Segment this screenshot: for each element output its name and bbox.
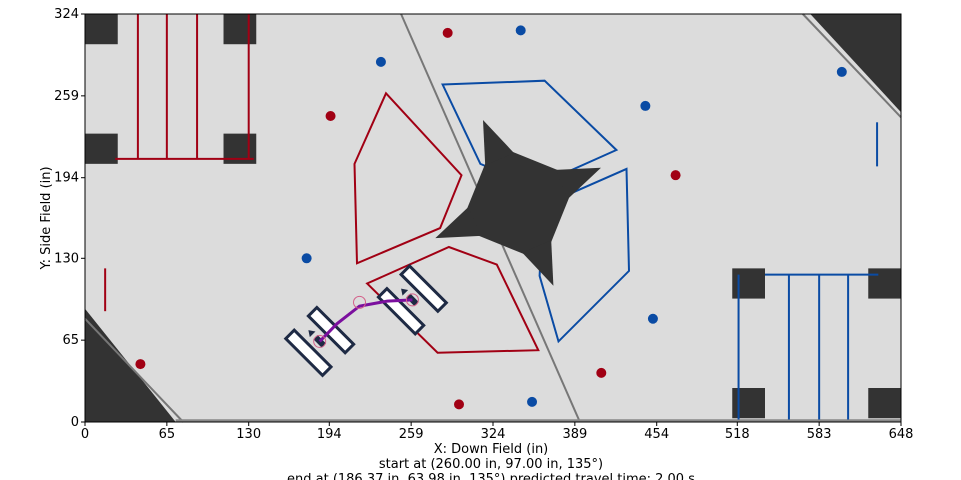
path-waypoint-1	[353, 295, 367, 309]
blue-ball-3	[527, 396, 538, 407]
x-axis-label: X: Down Field (in)	[434, 442, 549, 457]
robot-end-pose-bumper-a	[283, 327, 334, 378]
y-tick-label-0: 0	[71, 415, 79, 430]
red-ball-3	[442, 27, 453, 38]
x-tick-label-8: 518	[725, 427, 750, 442]
corner-ramp-bottom-left	[85, 308, 176, 422]
robot-start-pose-heading	[401, 288, 409, 296]
y-tick-label-1: 65	[62, 333, 79, 348]
blue-goal-zone-upper	[441, 79, 619, 188]
x-tick-label-2: 130	[236, 427, 261, 442]
blue-ball-2	[515, 25, 526, 36]
pillar-2	[85, 133, 118, 164]
pillar-0	[85, 14, 118, 45]
axis-layer: 0 65 130 194 259 324 389 454 518 583 648 0 65 130 194 2…	[54, 7, 913, 442]
robot-end-pose-heading	[308, 330, 316, 338]
y-tick-label-5: 324	[54, 7, 79, 22]
y-axis-label: Y: Side Field (in)	[39, 166, 54, 270]
pillar-7	[868, 388, 901, 419]
hub-spike-1	[435, 207, 481, 239]
blue-ball-0	[301, 253, 312, 264]
x-tick-label-6: 389	[562, 427, 587, 442]
x-tick-label-1: 65	[159, 427, 176, 442]
red-ball-0	[135, 359, 146, 370]
robot-start-pose-bumper-b	[398, 263, 449, 314]
corner-ramp-top-right	[810, 14, 901, 113]
blue-ball-4	[640, 100, 651, 111]
pillar-4	[732, 268, 765, 299]
x-tick-label-3: 194	[317, 427, 342, 442]
caption-end: end at (186.37 in, 63.98 in, 135°) predi…	[287, 472, 695, 480]
blue-ball-1	[375, 56, 386, 67]
hub-spike-0	[522, 240, 554, 286]
path-waypoint-0	[313, 334, 327, 348]
path-waypoint-2	[405, 293, 419, 307]
central-hub	[459, 144, 578, 262]
mark-layer	[135, 25, 847, 410]
x-tick-label-4: 259	[399, 427, 424, 442]
pillar-5	[868, 268, 901, 299]
x-tick-label-10: 648	[889, 427, 914, 442]
pillar-1	[223, 14, 257, 45]
x-tick-label-0: 0	[81, 427, 89, 442]
red-goal-zone-lower	[365, 245, 540, 354]
corner-ramp-edge-top-right	[802, 13, 902, 118]
hub-spike-2	[483, 120, 515, 166]
red-ball-2	[325, 111, 336, 121]
red-ball-5	[596, 367, 607, 378]
blue-ball-6	[836, 66, 847, 77]
pillar-6	[732, 388, 765, 419]
hub-spike-3	[555, 167, 601, 199]
x-tick-label-9: 583	[807, 427, 832, 442]
y-tick-label-4: 259	[54, 89, 79, 104]
red-ball-6	[670, 170, 681, 181]
corner-ramp-edge-bottom-left	[84, 318, 184, 423]
caption-start: start at (260.00 in, 97.00 in, 135°)	[379, 457, 603, 472]
red-ball-4	[454, 399, 464, 410]
blue-ball-5	[647, 313, 658, 324]
x-tick-label-7: 454	[644, 427, 669, 442]
y-tick-label-2: 130	[54, 251, 79, 266]
red-goal-zone-upper	[353, 91, 463, 265]
planned-path	[318, 298, 413, 343]
x-tick-label-5: 324	[481, 427, 506, 442]
y-tick-label-3: 194	[54, 171, 79, 186]
